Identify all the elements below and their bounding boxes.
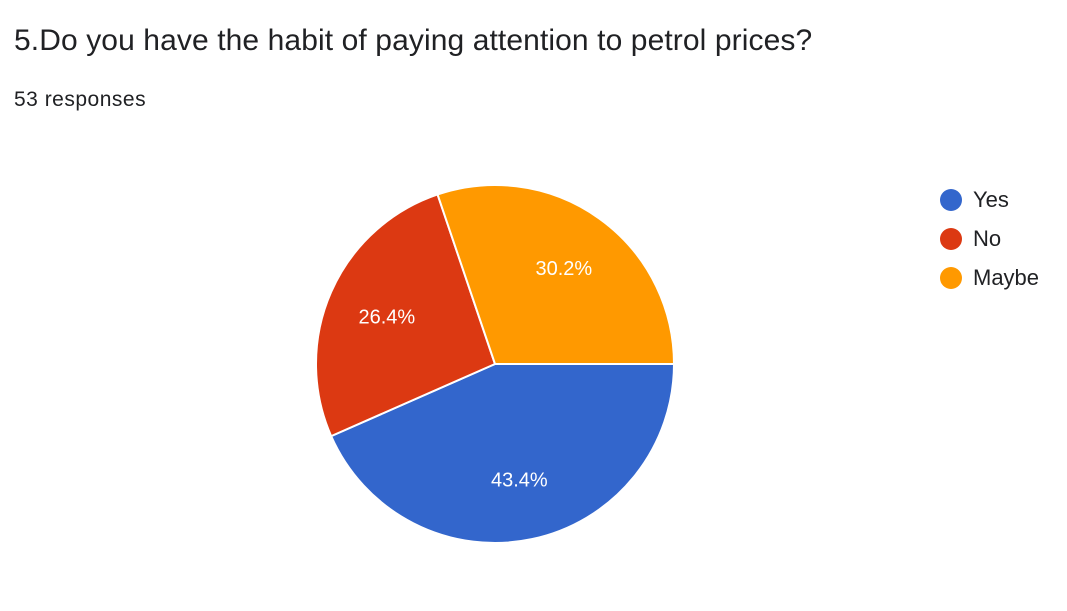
pie-slice-no[interactable] [315, 193, 496, 438]
pie-slice-yes[interactable] [330, 363, 675, 544]
chart-legend: Yes No Maybe [940, 180, 1039, 297]
legend-label-maybe: Maybe [973, 264, 1040, 290]
legend-label-no: No [973, 225, 1002, 251]
response-count: 53 responses [14, 88, 147, 111]
slice-label-no: 26.4% [359, 306, 416, 328]
legend-item-no[interactable]: No [940, 219, 1039, 258]
pie-slices [315, 184, 675, 544]
pie-slice-maybe[interactable] [436, 184, 675, 365]
slice-label-yes: 43.4% [491, 470, 548, 492]
legend-label-yes: Yes [973, 186, 1009, 212]
legend-swatch-no [940, 227, 962, 250]
legend-swatch-yes [940, 188, 962, 211]
legend-item-maybe[interactable]: Maybe [940, 258, 1039, 297]
slice-label-maybe: 30.2% [535, 258, 592, 280]
pie-labels: 43.4% 26.4% 30.2% [359, 258, 593, 492]
legend-swatch-maybe [940, 266, 962, 289]
legend-item-yes[interactable]: Yes [940, 180, 1039, 219]
question-title: 5.Do you have the habit of paying attent… [14, 24, 813, 57]
